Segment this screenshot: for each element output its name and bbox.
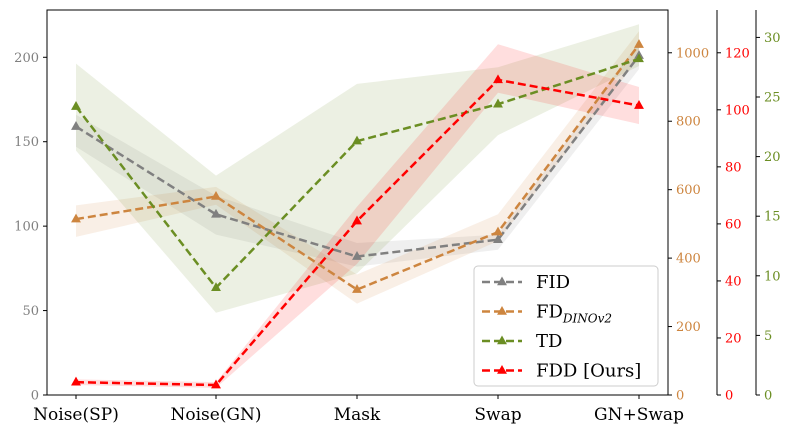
line-fd (75, 43, 640, 292)
point-fd (493, 226, 503, 236)
line-fdd-ours- (75, 78, 640, 387)
point-td (352, 135, 362, 145)
fdd-axis: 0 20 40 60 80 100 120 (716, 10, 750, 404)
point-fdd-ours- (493, 74, 503, 84)
fd-tick-label: 0 (676, 389, 684, 404)
fdd-tick-label: 0 (725, 389, 733, 404)
fid-tick-label: 50 (22, 304, 39, 319)
point-fid (352, 251, 362, 260)
fd-tick-label: 400 (676, 252, 701, 267)
point-td (211, 282, 221, 292)
point-fid (493, 234, 503, 243)
point-fd (352, 284, 362, 293)
band-td (76, 24, 639, 313)
fid-tick-label: 200 (14, 51, 39, 66)
td-tick-label: 30 (764, 31, 781, 46)
legend-label: FDD [Ours] (536, 361, 641, 382)
fid-tick-label: 0 (31, 389, 39, 404)
fd-tick-label: 200 (676, 320, 701, 335)
legend-label: FID (536, 272, 570, 293)
point-td (634, 53, 644, 63)
legend-label-subscript: DINOv2 (562, 312, 612, 326)
td-tick-label: 5 (764, 329, 772, 344)
point-fdd-ours- (352, 215, 362, 225)
fd-tick-label: 1000 (676, 46, 709, 61)
x-axis-ticks: Noise(SP) Noise(GN) Mask Swap GN+Swap (33, 395, 684, 425)
legend-box (473, 265, 659, 387)
legend-marker (497, 306, 507, 315)
legend-marker (497, 365, 507, 374)
td-tick-label: 15 (764, 210, 781, 225)
td-tick-label: 10 (764, 269, 781, 284)
point-fdd-ours- (211, 379, 221, 389)
x-tick-label: GN+Swap (594, 405, 684, 425)
band-fdd-ours- (76, 44, 639, 388)
axes: 0501001502000200400600800100002040608010… (14, 10, 781, 404)
point-fdd-ours- (71, 376, 81, 386)
point-fd (634, 39, 644, 48)
fdd-tick-label: 80 (725, 160, 742, 175)
x-tick-label: Noise(SP) (33, 405, 119, 425)
fdd-tick-label: 40 (725, 274, 742, 289)
fd-tick-label: 800 (676, 115, 701, 130)
x-tick-label: Noise(GN) (170, 405, 261, 425)
fd-tick-label: 600 (676, 183, 701, 198)
point-fid (71, 121, 81, 130)
point-td (71, 101, 81, 110)
fdd-tick-label: 20 (725, 331, 742, 346)
x-tick-label: Swap (474, 405, 521, 425)
fd-axis: 0 200 400 600 800 1000 (668, 46, 709, 404)
point-fid (211, 208, 221, 218)
legend-marker (497, 335, 507, 345)
point-fd (211, 191, 221, 200)
legend-label: TD (536, 331, 562, 352)
point-td (493, 98, 503, 108)
series-markers (71, 39, 644, 389)
td-tick-label: 20 (764, 150, 781, 165)
td-axis: 0 5 10 15 20 25 30 (755, 10, 781, 404)
point-fdd-ours- (634, 100, 644, 109)
point-fd (71, 213, 81, 223)
td-tick-label: 25 (764, 91, 781, 106)
fid-tick-label: 100 (14, 220, 39, 235)
legend-marker (497, 276, 507, 286)
fdd-tick-label: 100 (725, 103, 750, 118)
td-tick-label: 0 (764, 389, 772, 404)
fid-tick-label: 150 (14, 135, 39, 150)
fdd-tick-label: 120 (725, 46, 750, 61)
fid-axis: 0 50 100 150 200 (14, 51, 47, 404)
x-tick-label: Mask (334, 405, 381, 425)
fdd-tick-label: 60 (725, 217, 742, 232)
